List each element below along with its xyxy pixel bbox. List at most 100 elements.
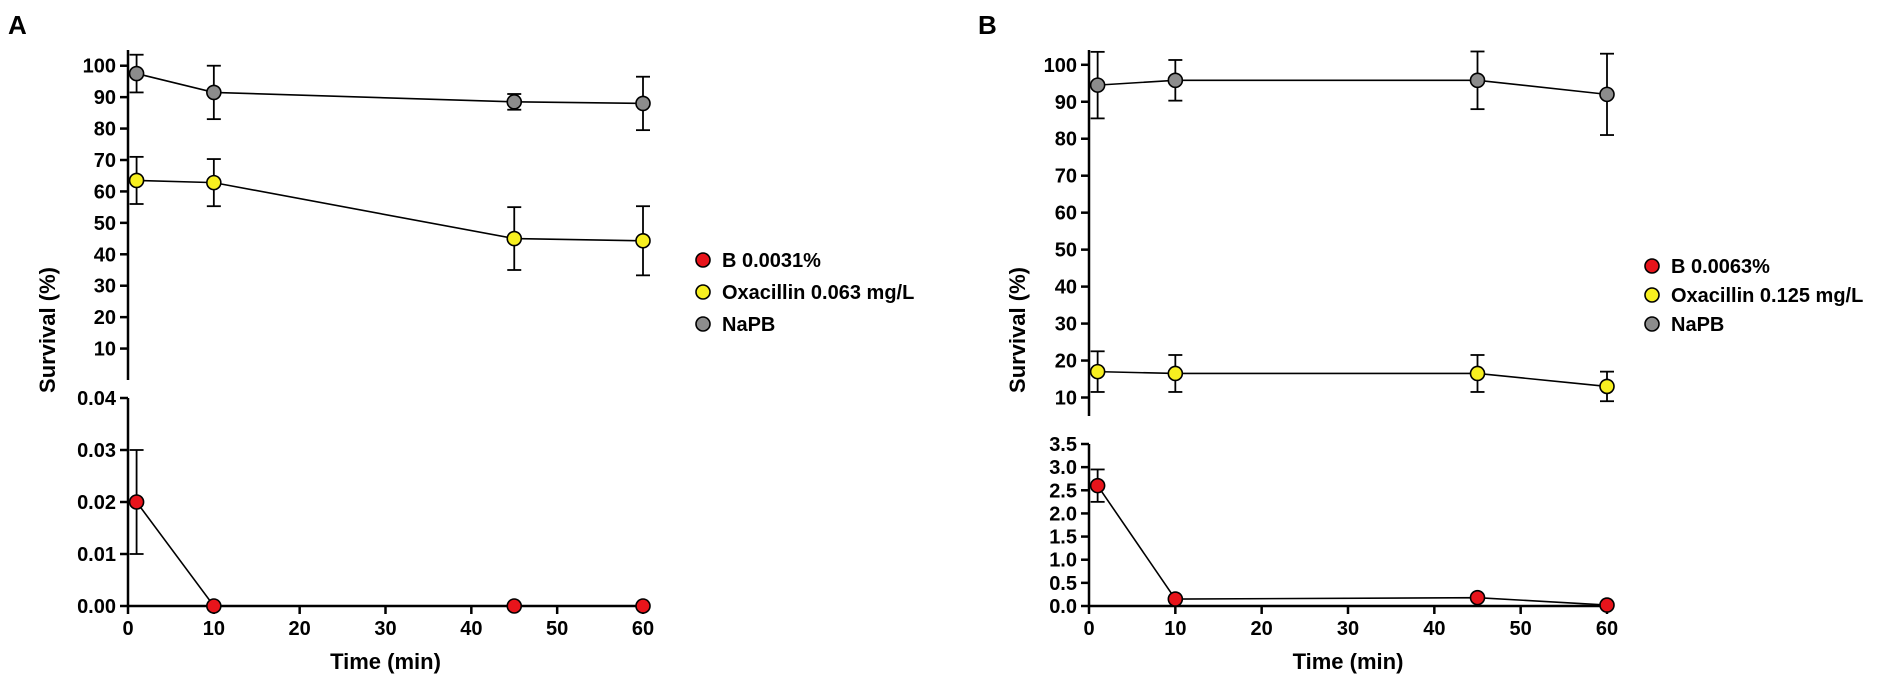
legend-label-b-0-0063: B 0.0063% (1671, 256, 1770, 278)
data-point (1089, 363, 1106, 380)
x-tick-label: 50 (546, 618, 568, 640)
y-tick-label: 2.0 (1049, 503, 1077, 525)
y-tick-label: 30 (1055, 314, 1077, 336)
legend-marker-b-0-0031 (695, 252, 711, 268)
series-line (136, 72, 644, 105)
series-line (135, 501, 643, 607)
y-tick-label: 70 (1055, 166, 1077, 188)
data-point (1599, 597, 1615, 613)
data-point (635, 95, 651, 112)
data-point (128, 172, 145, 189)
y-tick-label: 1.5 (1049, 527, 1077, 549)
legend-item: NaPB (695, 314, 775, 336)
panel-label-b: B (978, 10, 997, 40)
y-tick-label: 90 (94, 87, 116, 109)
data-point (1469, 72, 1486, 89)
y-tick-label: 100 (1044, 55, 1077, 77)
data-point (635, 232, 651, 249)
legend-item: B 0.0063% (1644, 256, 1770, 278)
y-tick-label: 0.00 (77, 596, 116, 618)
panel-b: B B 0.0063% Oxacillin 0.125 mg/L NaPB 10… (978, 10, 1863, 674)
x-tick-label: 0 (122, 618, 133, 640)
legend-a: B 0.0031% Oxacillin 0.063 mg/L NaPB (695, 250, 914, 336)
x-tick-label: 50 (1510, 618, 1532, 640)
y-axis-title: Survival (%) (35, 267, 60, 393)
series-line (1097, 79, 1608, 96)
data-point (506, 598, 523, 614)
y-tick-label: 0.04 (77, 388, 117, 410)
y-tick-label: 80 (94, 119, 116, 141)
legend-item: B 0.0031% (695, 250, 821, 272)
series-oxacillin-0-063-mg-l (128, 155, 651, 277)
x-tick-label: 60 (1596, 618, 1618, 640)
data-point (206, 174, 222, 191)
y-tick-label: 1.0 (1049, 550, 1077, 572)
series-line (1096, 485, 1608, 606)
legend-marker-b-0-0063 (1644, 258, 1660, 274)
y-tick-label: 90 (1055, 92, 1077, 114)
legend-label-napb: NaPB (1671, 314, 1724, 336)
data-point (1089, 477, 1106, 494)
data-point (206, 598, 222, 614)
data-point (506, 94, 523, 110)
legend-marker-oxacillin-0-063 (695, 284, 711, 300)
y-tick-label: 50 (94, 213, 116, 235)
y-tick-label: 60 (1055, 203, 1077, 225)
series-line (1097, 370, 1608, 388)
x-tick-label: 30 (1337, 618, 1359, 640)
y-tick-label: 10 (94, 339, 116, 361)
legend-label-oxacillin-0-125: Oxacillin 0.125 mg/L (1671, 285, 1863, 307)
data-point (1167, 365, 1184, 382)
panel-label-a: A (8, 10, 27, 40)
x-tick-label: 20 (289, 618, 311, 640)
y-tick-label: 3.5 (1049, 434, 1077, 456)
x-axis-title: Time (min) (330, 649, 441, 674)
y-tick-label: 10 (1055, 388, 1077, 410)
legend-marker-napb (695, 316, 711, 332)
data-point (206, 84, 222, 101)
y-tick-label: 50 (1055, 240, 1077, 262)
y-tick-label: 20 (94, 307, 116, 329)
y-tick-label: 40 (94, 244, 116, 266)
data-point (1167, 72, 1184, 89)
data-point (1469, 589, 1486, 606)
y-tick-label: 60 (94, 181, 116, 203)
series-oxacillin-0-125-mg-l (1089, 350, 1615, 403)
plot-area (1089, 50, 1615, 613)
legend-label-oxacillin-0-063: Oxacillin 0.063 mg/L (722, 282, 914, 304)
legend-marker-oxacillin-0-125 (1644, 287, 1660, 303)
legend-label-b-0-0031: B 0.0031% (722, 250, 821, 272)
y-tick-label: 0.03 (77, 440, 116, 462)
x-tick-label: 10 (203, 618, 225, 640)
x-tick-label: 40 (1423, 618, 1445, 640)
y-tick-label: 70 (94, 150, 116, 172)
series-b-0-0031 (128, 449, 651, 614)
y-tick-label: 0.5 (1049, 573, 1077, 595)
legend-item: NaPB (1644, 314, 1724, 336)
x-tick-label: 40 (460, 618, 482, 640)
data-point (1089, 77, 1106, 93)
x-axis-title: Time (min) (1293, 649, 1404, 674)
y-tick-label: 0.01 (77, 544, 116, 566)
y-tick-label: 80 (1055, 129, 1077, 151)
data-point (1469, 365, 1486, 382)
x-tick-label: 30 (374, 618, 396, 640)
legend-b: B 0.0063% Oxacillin 0.125 mg/L NaPB (1644, 256, 1863, 336)
y-tick-label: 100 (83, 56, 116, 78)
y-axis-title: Survival (%) (1005, 267, 1030, 393)
x-tick-label: 60 (632, 618, 654, 640)
legend-item: Oxacillin 0.063 mg/L (695, 282, 914, 304)
legend-label-napb: NaPB (722, 314, 775, 336)
y-tick-label: 40 (1055, 277, 1077, 299)
data-point (128, 65, 145, 82)
data-point (1167, 591, 1184, 607)
data-point (506, 230, 523, 247)
series-line (136, 179, 644, 242)
series-napb (128, 53, 651, 132)
x-tick-label: 0 (1083, 618, 1094, 640)
data-point (635, 598, 651, 614)
y-tick-label: 20 (1055, 351, 1077, 373)
legend-marker-napb (1644, 316, 1660, 332)
plot-area (128, 53, 651, 614)
